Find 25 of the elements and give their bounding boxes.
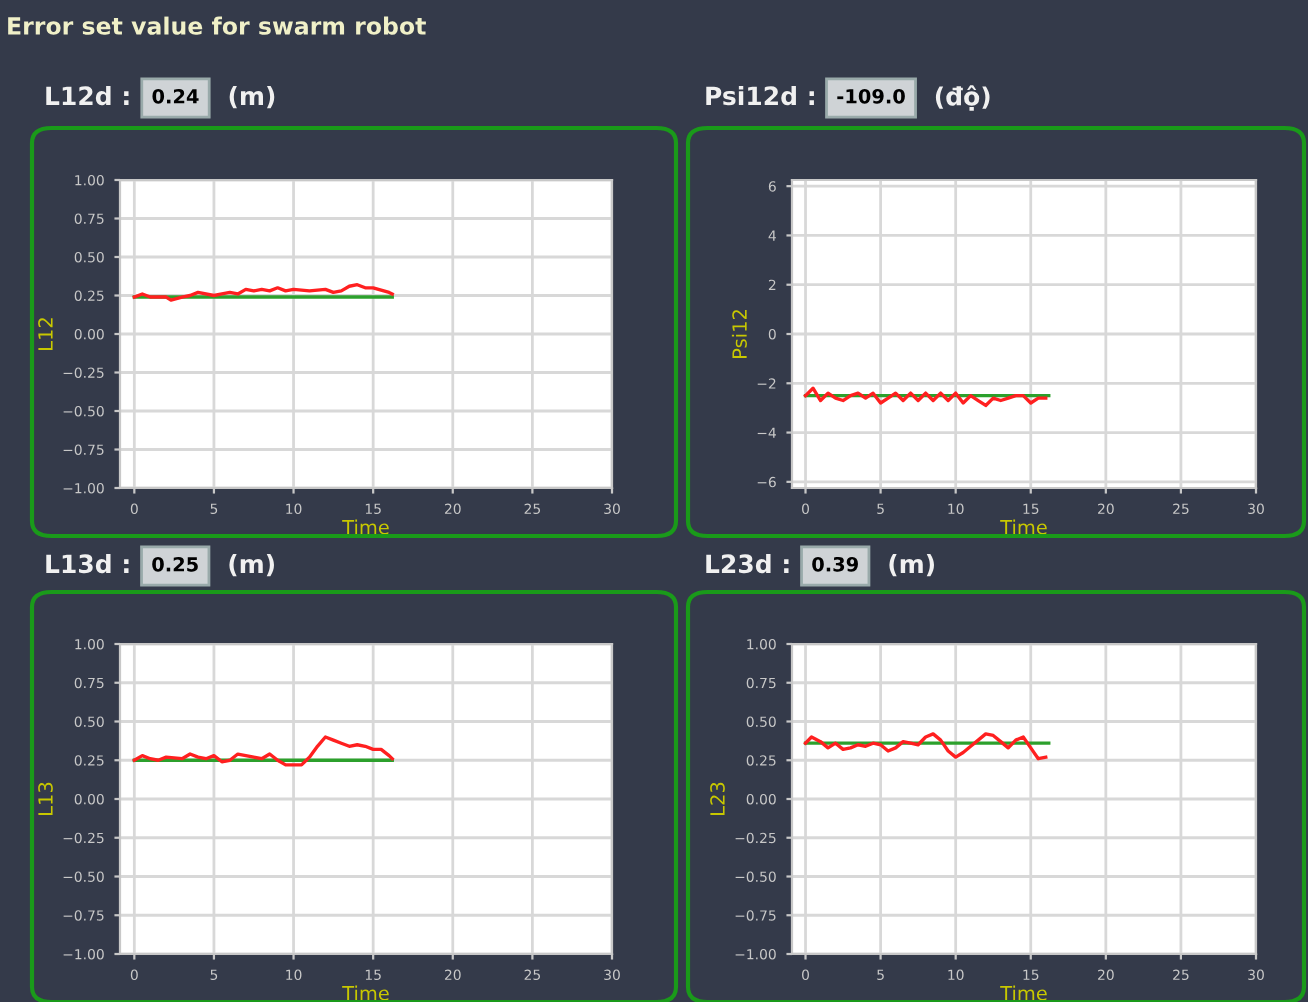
text: 0.25 — [152, 556, 198, 572]
text: Psi12d : — [706, 85, 814, 106]
y-axis-title: L12 — [38, 318, 53, 350]
line-series — [803, 732, 1048, 761]
line-series — [132, 283, 394, 302]
text: L12d : — [46, 85, 129, 106]
text: (m) — [889, 553, 934, 577]
text: -109.0 — [837, 88, 905, 104]
line-series — [132, 735, 394, 767]
text: L13d : — [46, 553, 129, 574]
chart-title: Error set value for swarm robot — [8, 16, 426, 35]
text: 0.39 — [812, 556, 858, 572]
text: (m) — [229, 85, 275, 109]
text: (m) — [229, 553, 274, 577]
x-axis-title: Time — [342, 519, 389, 535]
x-axis-title: Time — [342, 985, 389, 1001]
line-series — [803, 386, 1048, 408]
text: (độ) — [935, 85, 990, 111]
y-axis-title: L23 — [710, 782, 725, 815]
x-axis-title: Time — [1000, 519, 1047, 535]
text: 0.24 — [152, 88, 199, 104]
text: L23d : — [706, 553, 789, 574]
x-axis-title: Time — [1000, 985, 1047, 1001]
y-axis-title: Psi12 — [731, 310, 747, 358]
y-axis-title: L13 — [38, 782, 53, 815]
